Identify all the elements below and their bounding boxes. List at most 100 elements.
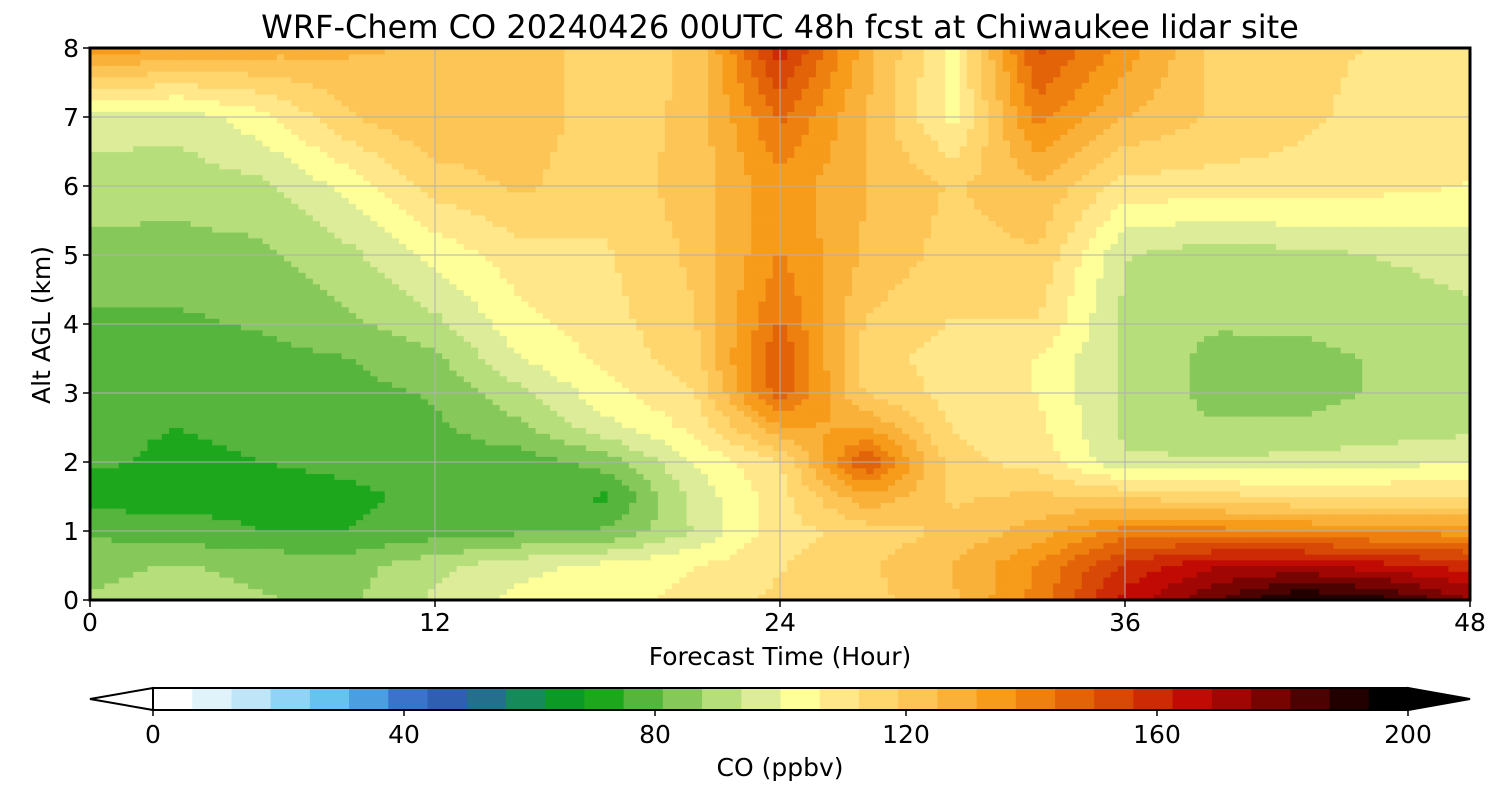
heat-cell [657,582,666,590]
heat-cell [1175,571,1184,578]
heat-cell [830,467,839,475]
heat-cell [679,490,688,498]
heat-cell [830,548,839,555]
heat-cell [600,450,609,457]
heat-cell [111,456,120,463]
heat-cell [1002,571,1011,578]
heat-cell [880,577,889,584]
heat-cell [650,554,659,561]
heat-cell [262,508,271,515]
heat-cell [363,531,371,538]
heat-cell [133,536,141,544]
heat-cell [499,485,508,492]
heat-cell [463,519,472,526]
heat-cell [1024,519,1033,526]
heat-cell [708,490,716,498]
heat-cell [1340,542,1349,549]
heat-cell [1225,571,1234,578]
heat-cell [995,513,1004,521]
heat-cell [693,548,702,555]
heat-cell [959,450,968,457]
heat-cell [1074,485,1083,492]
heat-cell [1355,473,1363,480]
heat-cell [930,508,939,515]
heat-cell [650,577,659,584]
heat-cell [808,542,817,549]
heat-cell [1254,525,1263,532]
heat-cell [751,456,760,463]
heat-cell [413,554,422,561]
heat-cell [248,467,256,475]
heat-cell [1110,548,1119,555]
heat-cell [672,456,680,463]
heat-cell [1024,462,1033,469]
heat-cell [233,542,242,549]
heat-cell [197,467,206,475]
heat-cell [1189,450,1198,457]
heat-cell [700,525,709,532]
heat-cell [1139,508,1148,515]
heat-cell [140,554,149,561]
heat-cell [1024,496,1033,503]
heat-cell [1017,508,1025,515]
heat-cell [1340,467,1349,475]
heat-cell [147,525,156,532]
heat-cell [169,485,177,492]
heat-cell [1448,519,1457,526]
heat-cell [291,525,300,532]
heat-cell [1412,536,1421,544]
heat-cell [665,542,673,549]
heat-cell [1304,536,1313,544]
heat-cell [1117,473,1126,480]
heat-cell [291,594,300,601]
heat-cell [104,508,113,515]
heat-cell [1268,565,1277,572]
heat-cell [1311,594,1320,601]
heat-cell [320,588,328,595]
heat-cell [427,571,436,578]
heat-cell [700,571,709,578]
heat-cell [1096,571,1105,578]
heat-cell [406,450,415,457]
heat-cell [355,548,364,555]
heat-cell [966,577,975,584]
heat-cell [765,456,774,463]
heat-cell [240,496,249,503]
heat-cell [262,554,271,561]
heat-cell [909,582,918,590]
heat-cell [463,582,472,590]
heat-cell [1204,513,1212,521]
heat-cell [528,548,537,555]
heat-cell [780,577,788,584]
heat-cell [176,485,185,492]
heat-cell [147,456,156,463]
heat-cell [1010,456,1018,463]
heat-cell [693,565,702,572]
heat-cell [916,456,925,463]
heat-cell [147,508,156,515]
heat-cell [276,456,285,463]
heat-cell [679,456,688,463]
heat-cell [1340,525,1349,532]
heat-cell [1060,462,1069,469]
heat-cell [219,462,228,469]
heat-cell [1441,450,1450,457]
heat-cell [1074,496,1083,503]
heat-cell [276,490,285,498]
heat-cell [1182,513,1191,521]
heat-cell [1268,525,1277,532]
heat-cell [276,525,285,532]
heat-cell [262,473,271,480]
heat-cell [470,519,479,526]
heat-cell [1110,525,1119,532]
heat-cell [751,450,760,457]
heat-cell [312,456,321,463]
heat-cell [722,496,731,503]
heat-cell [1103,565,1112,572]
heat-cell [219,479,228,486]
heat-cell [557,571,565,578]
heat-cell [1275,456,1284,463]
heat-cell [133,496,141,503]
heat-cell [1326,467,1335,475]
heat-cell [780,513,788,521]
